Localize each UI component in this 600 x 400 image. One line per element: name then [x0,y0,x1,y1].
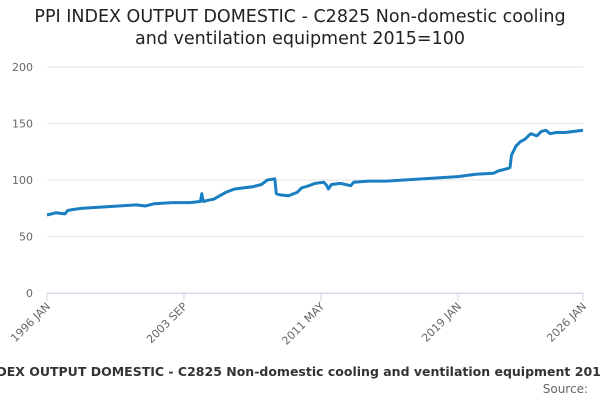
y-tick-label: 100 [12,174,33,187]
legend-entry: PPI INDEX OUTPUT DOMESTIC - C2825 Non-do… [0,364,600,379]
x-tick-label: 1996 JAN [8,300,53,345]
y-tick-label: 200 [12,61,33,74]
y-tick-label: 50 [19,231,33,244]
y-tick-label: 150 [12,118,33,131]
x-tick-label: 2011 MAY [279,300,327,348]
source: Source: [542,382,588,396]
legend: PPI INDEX OUTPUT DOMESTIC - C2825 Non-do… [0,364,600,379]
x-tick-label: 2003 SEP [144,300,190,346]
x-tick-label: 2019 JAN [419,300,464,345]
y-tick-label: 0 [26,287,33,300]
x-tick-label: 2026 JAN [544,300,589,345]
series-line [46,128,584,217]
chart-title: PPI INDEX OUTPUT DOMESTIC - C2825 Non-do… [34,7,566,49]
